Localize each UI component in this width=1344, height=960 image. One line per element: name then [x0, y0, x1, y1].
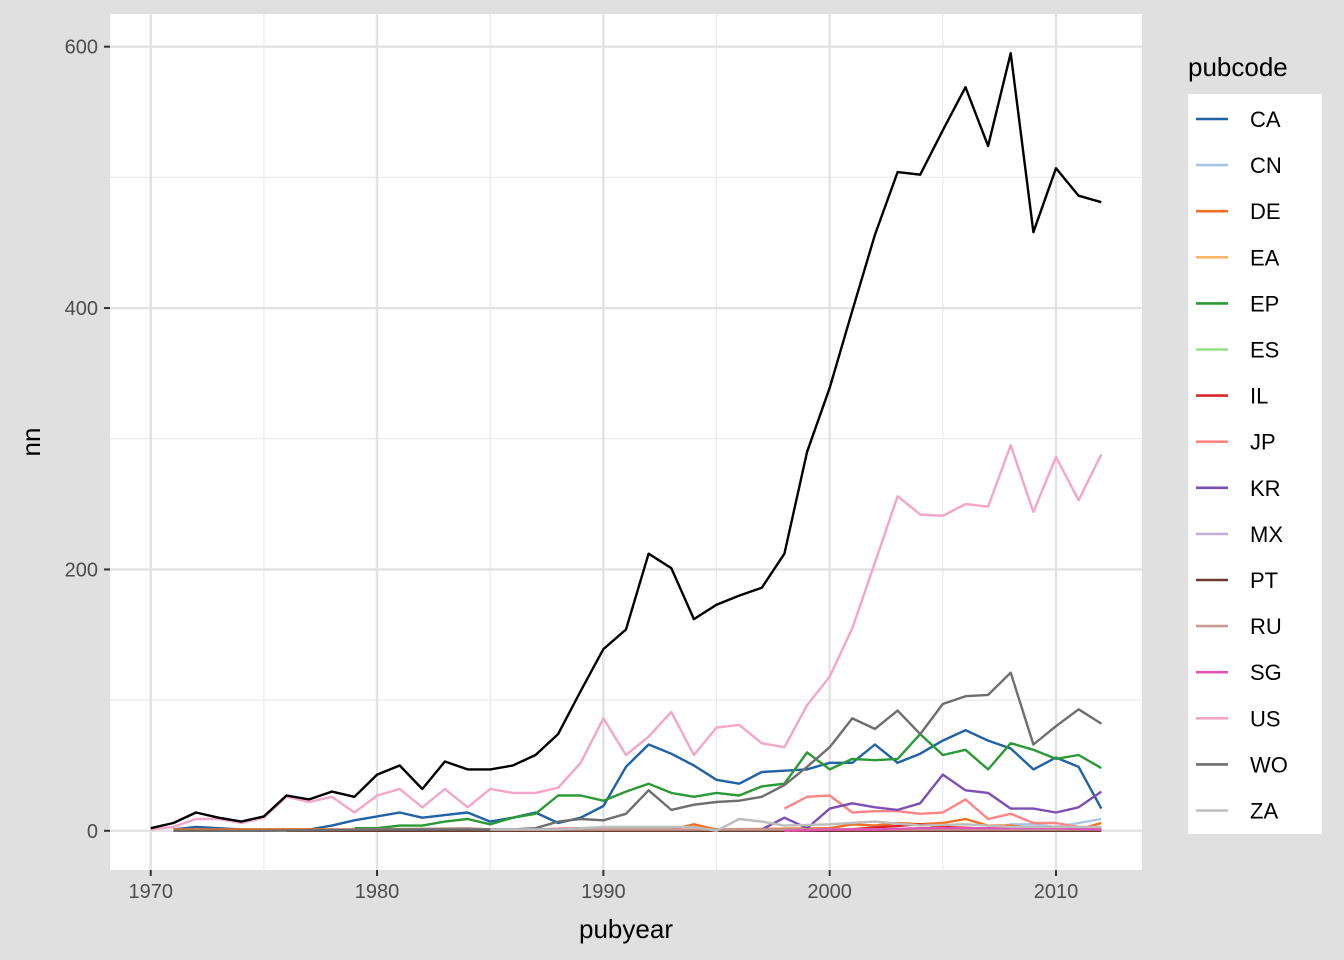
y-tick-label: 400	[65, 298, 98, 320]
y-tick-label: 600	[65, 37, 98, 59]
legend-label-us: US	[1250, 706, 1281, 731]
legend-label-jp: JP	[1250, 430, 1276, 455]
legend-label-pt: PT	[1250, 568, 1278, 593]
legend-label-kr: KR	[1250, 476, 1281, 501]
x-tick-label: 2010	[1034, 881, 1079, 903]
y-tick-label: 0	[87, 821, 98, 843]
x-tick-label: 1980	[355, 881, 400, 903]
legend-label-ca: CA	[1250, 107, 1281, 132]
legend-label-il: IL	[1250, 384, 1268, 409]
legend-label-ea: EA	[1250, 245, 1280, 270]
legend-label-de: DE	[1250, 199, 1281, 224]
legend-label-za: ZA	[1250, 799, 1278, 824]
x-tick-label: 1990	[581, 881, 626, 903]
legend-title: pubcode	[1188, 52, 1288, 82]
x-tick-label: 1970	[128, 881, 173, 903]
legend-label-es: ES	[1250, 338, 1279, 363]
legend-label-cn: CN	[1250, 153, 1282, 178]
y-axis-title: nn	[16, 428, 46, 457]
legend-label-wo: WO	[1250, 752, 1288, 777]
x-axis-title: pubyear	[579, 914, 673, 944]
x-tick-label: 2000	[807, 881, 852, 903]
legend-label-mx: MX	[1250, 522, 1283, 547]
y-tick-label: 200	[65, 559, 98, 581]
legend-label-sg: SG	[1250, 660, 1282, 685]
legend-label-ru: RU	[1250, 614, 1282, 639]
legend: pubcode CA CN DE EA EP ES IL JP KR MX PT RU SG US WO ZA	[1188, 52, 1322, 834]
legend-label-ep: EP	[1250, 291, 1279, 316]
